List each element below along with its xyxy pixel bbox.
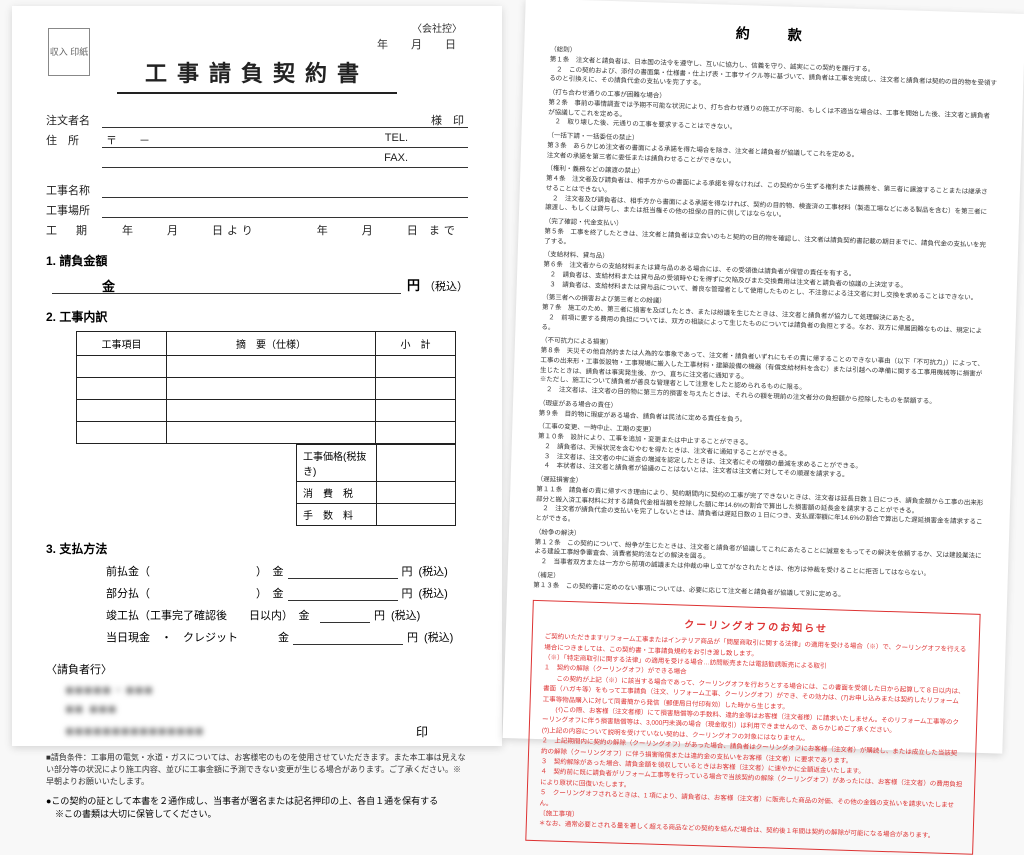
seal-mark: 印 <box>416 723 428 740</box>
company-copy-label: 〈会社控〉 <box>412 20 462 35</box>
document-title: 工事請負契約書 <box>46 56 468 88</box>
payment-rows: 前払金（） 金円(税込) 部分払（） 金円(税込) 竣工払（工事完了確認後 日以… <box>46 563 468 645</box>
conditions-note: ■請負条件：工事用の電気・水道・ガスについては、お客様宅のものを使用させていただ… <box>46 752 468 788</box>
customer-name-row: 注文者名 様 印 <box>46 112 468 128</box>
contractor-info-blurred: ■■■■■■■■■■■■■■■ <box>66 724 416 738</box>
subtotal-table: 工事価格(税抜き) 消 費 税 手 数 料 <box>296 444 456 526</box>
revenue-stamp-box: 収入 印紙 <box>48 28 90 76</box>
fax-row: FAX. <box>46 152 468 168</box>
contract-amount-row: 金 円（税込） <box>46 275 468 294</box>
contractor-info-blurred: ■■ ■■■ <box>66 702 468 716</box>
contract-page-terms: 約 款 （総則） 第１条 注文者と請負者は、日本国の法令を遵守し、互いに協力し、… <box>503 0 1024 754</box>
section-2-heading: 2. 工事内訳 <box>46 308 468 325</box>
clause-text: （遅延損害金） 第１１条 請負者の責に帰すべき理由により、契約期間内に契約の工事… <box>535 475 984 538</box>
date-placeholder: 年 月 日 <box>377 36 462 52</box>
work-detail-table: 工事項目摘 要（仕様）小 計 <box>76 331 456 444</box>
clause-text: （権利・義務などの譲渡の禁止） 第４条 注文者及び請負者は、相手方からの書面によ… <box>545 164 994 227</box>
contractor-label: 〈請負者行〉 <box>46 661 468 677</box>
section-3-heading: 3. 支払方法 <box>46 540 468 557</box>
address-row: 住 所 〒 －TEL. <box>46 132 468 148</box>
contractor-info-blurred: ■■■■■・■■■ <box>66 681 468 698</box>
clause-text: （不可抗力による損害） 第８条 天災その他自然的または人為的な事象であって、注文… <box>539 336 989 409</box>
clauses-container: （総則） 第１条 注文者と請負者は、日本国の法令を遵守し、互いに協力し、信義を守… <box>533 45 998 604</box>
contract-page-front: 収入 印紙 〈会社控〉 年 月 日 工事請負契約書 注文者名 様 印 住 所 〒… <box>12 6 502 746</box>
section-1-heading: 1. 請負金額 <box>46 252 468 269</box>
cooling-off-text: ご契約いただきますリフォーム工事またはインテリア商品が「問屋商取引に関する法律」… <box>539 632 967 843</box>
work-place-row: 工事場所 <box>46 202 468 218</box>
signature-note: ●この契約の証として本書を２通作成し、当事者が署名または記名押印の上、各自１通を… <box>46 794 468 820</box>
clause-text: （工事の変更、一時中止、工期の変更） 第１０条 設計により、工事を追加・変更また… <box>537 422 986 485</box>
period-row: 工 期年 月 日より 年 月 日 まで <box>46 222 468 238</box>
work-name-row: 工事名称 <box>46 182 468 198</box>
title-underline <box>117 92 397 94</box>
terms-title: 約 款 <box>551 17 999 51</box>
cooling-off-box: クーリングオフのお知らせ ご契約いただきますリフォーム工事またはインテリア商品が… <box>525 600 980 854</box>
